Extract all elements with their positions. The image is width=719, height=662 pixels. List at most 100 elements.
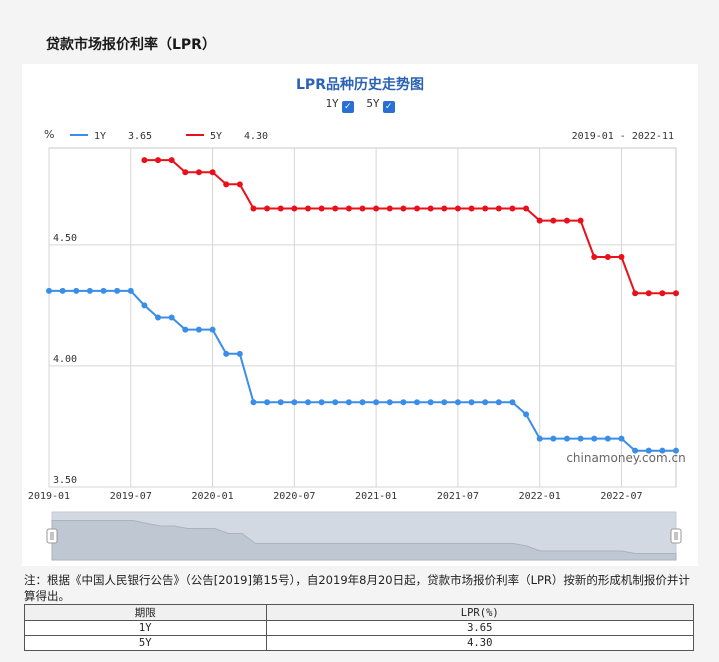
data-point-5y [291, 205, 298, 212]
data-point-5y [482, 205, 489, 212]
data-point-1y [100, 287, 107, 294]
data-point-1y [264, 399, 271, 406]
data-point-5y [182, 169, 189, 176]
data-point-1y [86, 287, 93, 294]
data-point-1y [673, 447, 679, 454]
toggle-1y[interactable]: 1Y ✓ [325, 97, 354, 113]
data-point-5y [618, 253, 625, 260]
data-point-5y [454, 205, 461, 212]
series-line-1y [49, 289, 676, 452]
data-point-5y [373, 205, 380, 212]
data-point-1y [359, 399, 366, 406]
zoom-handle-left[interactable] [46, 528, 58, 544]
data-point-1y [468, 399, 475, 406]
data-point-5y [673, 290, 679, 297]
x-tick-label: 2021-01 [355, 491, 397, 502]
table-cell: 3.65 [265, 620, 695, 636]
data-point-5y [414, 205, 421, 212]
checkbox-5y[interactable]: ✓ [382, 101, 395, 113]
watermark-text: chinamoney.com.cn [566, 451, 685, 465]
data-point-1y [318, 399, 325, 406]
lpr-line-chart: 4.50 4.00 3.50 2019-01 2019-07 2020-01 2020-07… [28, 128, 686, 561]
x-tick-label: 2020-01 [191, 491, 233, 502]
data-point-1y [454, 399, 461, 406]
checkbox-1y[interactable]: ✓ [341, 101, 354, 113]
series-toggles: 1Y ✓ 5Y ✓ [22, 97, 698, 113]
zoom-handle-grip [670, 528, 682, 544]
data-point-1y [659, 447, 666, 454]
data-point-5y [236, 181, 243, 188]
data-point-5y [509, 205, 516, 212]
legend-latest-value: 3.65 [128, 131, 152, 142]
chart-title: LPR品种历史走势图 [296, 77, 424, 93]
y-tick-label: 3.50 [53, 475, 77, 486]
data-point-1y [482, 399, 489, 406]
zoom-handle-grip [46, 528, 58, 544]
table-cell: 4.30 [265, 635, 695, 651]
legend-label: 5Y [210, 131, 222, 142]
data-point-1y [59, 287, 66, 294]
data-point-1y [141, 302, 148, 309]
data-point-1y [495, 399, 502, 406]
data-point-5y [277, 205, 284, 212]
data-point-5y [563, 217, 570, 224]
data-point-1y [441, 399, 448, 406]
data-point-5y [591, 253, 598, 260]
data-point-1y [277, 399, 284, 406]
data-point-1y [509, 399, 516, 406]
data-point-1y [427, 399, 434, 406]
data-point-5y [632, 290, 639, 297]
x-tick-label: 2022-01 [519, 491, 561, 502]
lpr-table: 期限 LPR(%) 1Y 3.65 5Y 4.30 [24, 604, 695, 651]
data-point-1y [182, 326, 189, 333]
data-point-1y [332, 399, 339, 406]
data-point-5y [332, 205, 339, 212]
x-tick-label: 2019-07 [110, 491, 152, 502]
data-point-1y [536, 435, 543, 442]
data-point-5y [209, 169, 216, 176]
data-point-1y [168, 314, 175, 321]
table-cell: 5Y [24, 635, 267, 651]
data-point-5y [195, 169, 202, 176]
data-point-5y [468, 205, 475, 212]
page-title: 贷款市场报价利率（LPR） [46, 37, 216, 53]
y-unit-label: % [44, 128, 54, 141]
table-header: 期限 [24, 604, 267, 621]
data-point-1y [373, 399, 380, 406]
data-point-1y [591, 435, 598, 442]
data-point-1y [209, 326, 216, 333]
legend-latest-value: 4.30 [244, 131, 268, 142]
series-line-5y [144, 159, 676, 295]
zoom-handle-right[interactable] [670, 528, 682, 544]
table-row: 1Y 3.65 [24, 620, 695, 636]
data-point-5y [304, 205, 311, 212]
x-tick-label: 2019-01 [28, 491, 70, 502]
data-point-1y [304, 399, 311, 406]
data-point-5y [427, 205, 434, 212]
data-point-1y [386, 399, 393, 406]
data-point-1y [73, 287, 80, 294]
legend-label: 1Y [94, 131, 106, 142]
x-tick-label: 2020-07 [273, 491, 315, 502]
data-point-5y [441, 205, 448, 212]
toggle-5y[interactable]: 5Y ✓ [366, 97, 395, 113]
toggle-5y-label: 5Y [366, 97, 380, 110]
data-point-5y [168, 157, 175, 164]
data-point-1y [114, 287, 121, 294]
date-range-label: 2019-01 - 2022-11 [572, 131, 674, 142]
y-tick-label: 4.00 [53, 354, 77, 365]
data-point-1y [563, 435, 570, 442]
data-point-1y [46, 287, 52, 294]
data-point-5y [536, 217, 543, 224]
data-point-5y [523, 205, 530, 212]
data-point-1y [236, 350, 243, 357]
data-point-1y [577, 435, 584, 442]
navigator-area [51, 520, 677, 561]
data-point-5y [400, 205, 407, 212]
data-point-1y [523, 411, 530, 418]
table-cell: 1Y [24, 620, 267, 636]
data-point-5y [318, 205, 325, 212]
data-point-1y [604, 435, 611, 442]
table-row: 5Y 4.30 [24, 635, 695, 651]
data-point-5y [250, 205, 257, 212]
